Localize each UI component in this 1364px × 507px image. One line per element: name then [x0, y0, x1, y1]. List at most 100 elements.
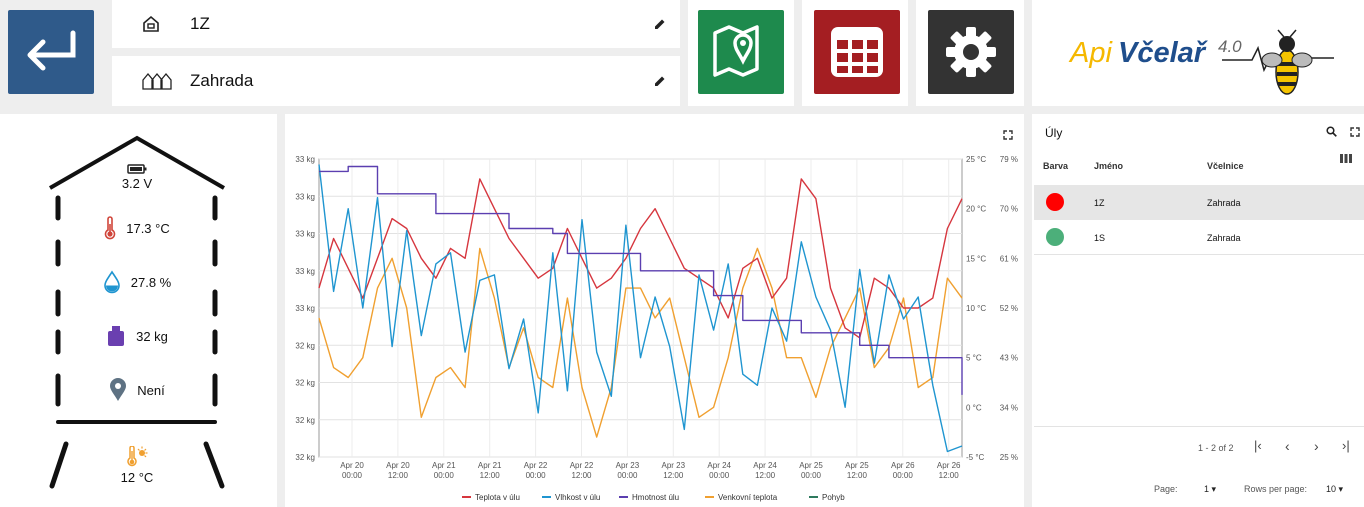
series-line: [318, 178, 963, 339]
x-tick-label: Apr 25: [799, 461, 823, 470]
battery-voltage: 3.2 V: [121, 175, 153, 191]
inside-humidity: 27.8 %: [130, 274, 172, 290]
legend-label: Hmotnost úlu: [632, 493, 679, 502]
series-line: [319, 165, 963, 395]
outside-temperature: 12 °C: [120, 469, 154, 485]
x-tick-label: Apr 22: [524, 461, 548, 470]
hive-name: 1Z: [190, 14, 210, 33]
chart-panel: 33 kg 33 kg 33 kg 33 kg 33 kg 32 kg 32 kg 32 kg…: [285, 114, 1024, 507]
pagination-range: 1 - 2 of 2: [1198, 443, 1234, 453]
y-tick-label-temp: -5 °C: [966, 453, 985, 462]
y-tick-label-humidity: 43 %: [1000, 354, 1018, 363]
rows-per-page-label: Rows per page:: [1244, 484, 1308, 494]
fullscreen-chart-icon[interactable]: [1003, 130, 1013, 140]
sensor-chart: 33 kg 33 kg 33 kg 33 kg 33 kg 32 kg 32 kg 32 kg…: [295, 155, 1018, 502]
weight-item: 32 kg: [80, 322, 194, 350]
y-tick-label-temp: 0 °C: [966, 403, 982, 412]
y-tick-label-humidity: 25 %: [1000, 453, 1018, 462]
logo: Api Včelař 4.0: [1032, 0, 1364, 106]
x-tick-label: Apr 24: [753, 461, 777, 470]
apiary-icon: [142, 72, 172, 90]
settings-button[interactable]: [928, 10, 1014, 94]
battery-item: 3.2 V: [87, 161, 187, 193]
rows-per-page-select[interactable]: 10 ▾: [1326, 484, 1344, 494]
y-tick-label-humidity: 70 %: [1000, 205, 1018, 214]
prev-page-button[interactable]: ‹: [1285, 438, 1290, 454]
sun-thermometer-icon: [127, 445, 148, 466]
x-tick-label: Apr 25: [845, 461, 869, 470]
location-pin-icon: [110, 378, 127, 401]
y-tick-label-temp: 20 °C: [966, 205, 986, 214]
row-color-swatch: [1046, 228, 1064, 246]
page-label: Page:: [1154, 484, 1178, 494]
humidity-item: 27.8 %: [80, 268, 194, 296]
x-tick-label: 00:00: [801, 471, 822, 480]
y-tick-label-weight: 32 kg: [295, 416, 315, 425]
next-page-button[interactable]: ›: [1314, 438, 1319, 454]
table-button[interactable]: [814, 10, 900, 94]
series-line: [318, 164, 963, 453]
col-header-name[interactable]: Jméno: [1094, 161, 1124, 171]
x-tick-label: 00:00: [893, 471, 914, 480]
legend-label: Teplota v úlu: [475, 493, 520, 502]
y-tick-label-temp: 10 °C: [966, 304, 986, 313]
x-tick-label: Apr 20: [386, 461, 410, 470]
inside-temperature: 17.3 °C: [126, 220, 170, 236]
fullscreen-table-icon[interactable]: [1350, 127, 1360, 137]
columns-icon[interactable]: [1340, 154, 1352, 163]
hive-name-field: 1Z: [112, 0, 680, 48]
last-page-button[interactable]: ›|: [1342, 438, 1350, 453]
rows-per-page-value: 10: [1326, 484, 1337, 494]
site-name-field: Zahrada: [112, 56, 680, 106]
site-name: Zahrada: [190, 71, 254, 90]
return-arrow-icon: [27, 30, 76, 71]
gear-icon: [946, 27, 996, 77]
x-tick-label: 12:00: [939, 471, 960, 480]
first-page-button[interactable]: |‹: [1254, 438, 1262, 453]
edit-hive-name-icon[interactable]: [654, 18, 666, 30]
x-tick-label: Apr 22: [570, 461, 594, 470]
table-title: Úly: [1045, 126, 1063, 140]
x-tick-label: 00:00: [434, 471, 455, 480]
x-tick-label: 12:00: [571, 471, 592, 480]
logo-name: Včelař: [1118, 37, 1209, 69]
x-tick-label: 12:00: [847, 471, 868, 480]
search-icon[interactable]: [1326, 126, 1337, 137]
x-tick-label: Apr 23: [616, 461, 640, 470]
y-tick-label-weight: 32 kg: [295, 341, 315, 350]
row-name: 1S: [1094, 233, 1106, 243]
x-tick-label: Apr 26: [891, 461, 915, 470]
y-tick-label-weight: 33 kg: [295, 230, 315, 239]
table-row[interactable]: 1Z Zahrada: [1034, 185, 1364, 220]
x-tick-label: Apr 20: [340, 461, 364, 470]
back-button[interactable]: [8, 10, 94, 94]
y-tick-label-temp: 25 °C: [966, 155, 986, 164]
y-tick-label-humidity: 79 %: [1000, 155, 1018, 164]
y-tick-label-weight: 33 kg: [295, 267, 315, 276]
y-tick-label-weight: 33 kg: [295, 304, 315, 313]
hive-status-panel: 3.2 V 17.3 °C 27.8 % 32 kg Není: [0, 114, 277, 507]
x-tick-label: 00:00: [709, 471, 730, 480]
hives-table-panel: Úly Barva Jméno Včelnice 1Z Zahrada 1S Z…: [1032, 114, 1364, 507]
y-tick-label-humidity: 61 %: [1000, 254, 1018, 263]
hive-weight: 32 kg: [136, 328, 168, 344]
row-color-swatch: [1046, 193, 1064, 211]
col-header-site[interactable]: Včelnice: [1207, 161, 1244, 171]
row-name: 1Z: [1094, 198, 1105, 208]
x-tick-label: Apr 21: [478, 461, 502, 470]
map-button[interactable]: [698, 10, 784, 94]
table-row[interactable]: 1S Zahrada: [1034, 220, 1364, 255]
col-header-color[interactable]: Barva: [1043, 161, 1069, 171]
map-pin-icon: [713, 25, 759, 77]
x-tick-label: 12:00: [388, 471, 409, 480]
water-drop-icon: [103, 270, 120, 294]
x-tick-label: 00:00: [526, 471, 547, 480]
x-tick-label: Apr 26: [937, 461, 961, 470]
thermometer-icon: [104, 216, 116, 240]
weight-icon: [108, 326, 125, 346]
page-select[interactable]: 1 ▾: [1204, 484, 1217, 494]
logo-prefix: Api: [1068, 37, 1113, 69]
edit-site-name-icon[interactable]: [654, 75, 666, 87]
y-tick-label-weight: 32 kg: [295, 453, 315, 462]
legend-label: Venkovní teplota: [718, 493, 778, 502]
